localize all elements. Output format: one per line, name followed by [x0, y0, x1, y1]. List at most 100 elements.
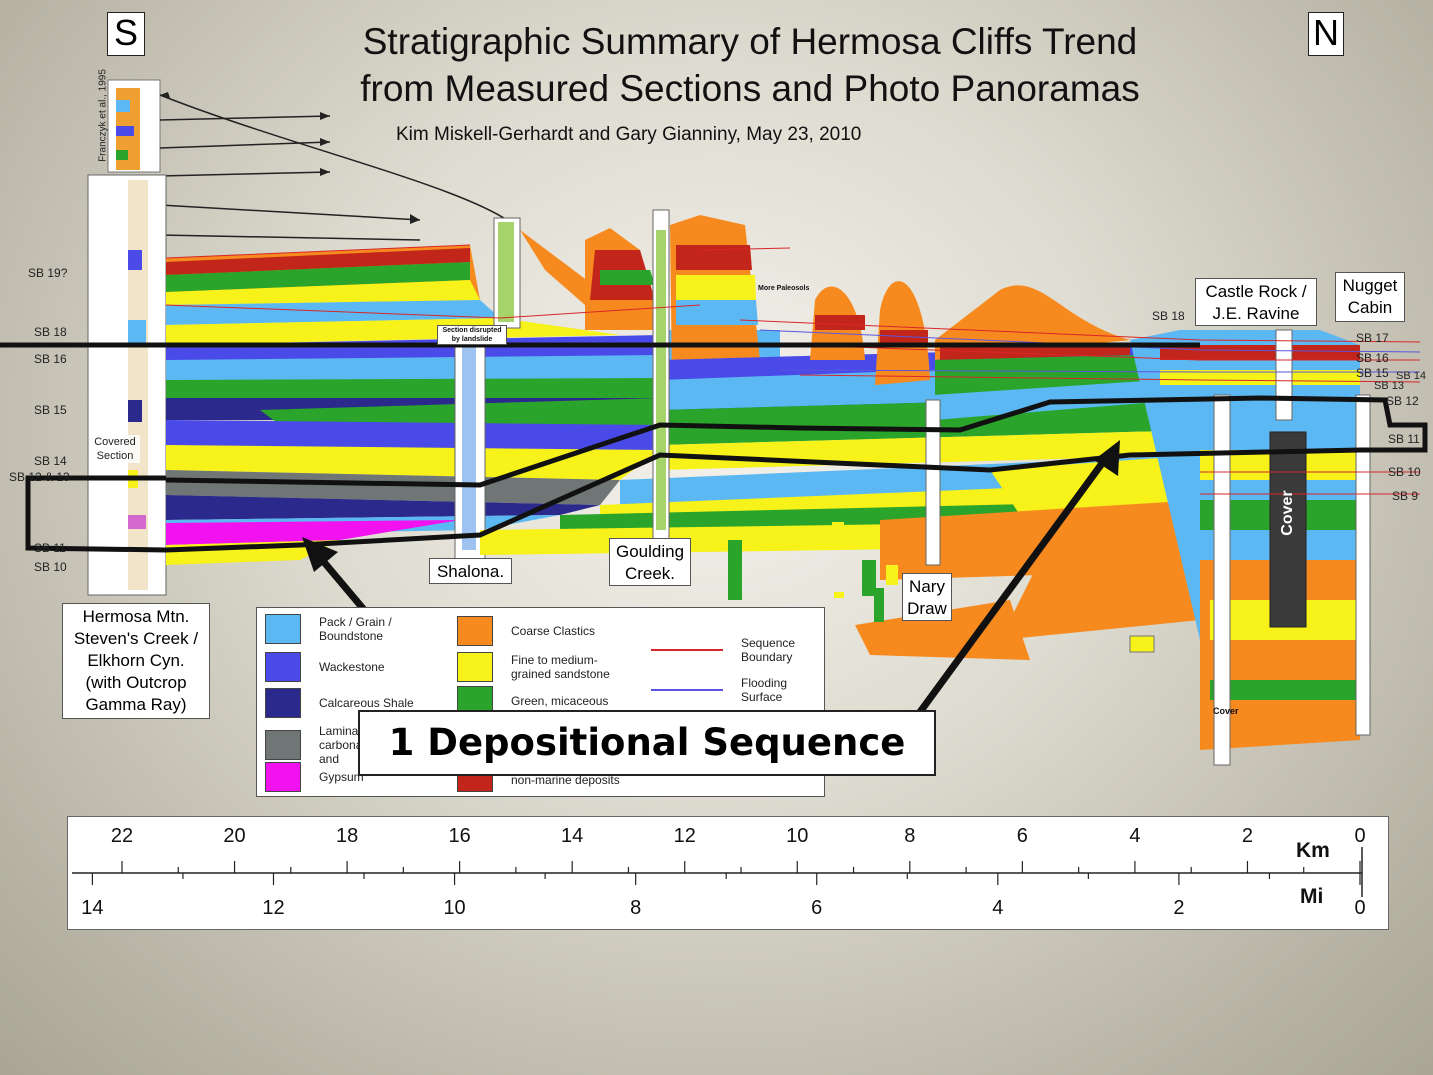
legend-swatch: [265, 688, 301, 718]
section-label-line: Nary: [909, 577, 945, 596]
sb-label-right: SB 12: [1386, 394, 1419, 408]
mi-tick-label: 10: [443, 897, 466, 919]
sb-label-right: SB 16: [1356, 351, 1389, 365]
sb-label-left: SB 19?: [28, 266, 68, 280]
section-label-line: Draw: [907, 599, 947, 618]
sb-label-right: SB 10: [1388, 465, 1421, 479]
section-label-shalona: Shalona.: [429, 558, 512, 584]
section-label-line: J.E. Ravine: [1212, 304, 1300, 323]
km-tick-label: 16: [448, 825, 471, 847]
mi-tick-label: 14: [81, 897, 104, 919]
legend-label: Gypsum: [319, 770, 364, 784]
legend-panel: Pack / Grain / Boundstone Wackestone Cal…: [256, 607, 825, 797]
section-label-line: Creek.: [624, 564, 676, 583]
title-line-2: from Measured Sections and Photo Panoram…: [360, 68, 1140, 109]
section-label-nary: Nary Draw: [902, 573, 952, 621]
mi-tick-label: 2: [1173, 897, 1185, 919]
sequence-boundary-line: [651, 649, 723, 651]
section-label-hermosa: Hermosa Mtn. Steven's Creek / Elkhorn Cy…: [62, 603, 210, 719]
km-tick-label: 12: [673, 825, 696, 847]
south-direction-box: S: [107, 12, 145, 56]
flooding-surface-line: [651, 689, 723, 691]
sb-label-right: SB 18: [1152, 309, 1185, 323]
legend-label: Fine to medium-grained sandstone: [511, 653, 610, 681]
section-label-line: Elkhorn Cyn.: [87, 651, 185, 670]
km-tick-label: 4: [1129, 825, 1141, 847]
legend-swatch: [265, 652, 301, 682]
legend-label: Sequence Boundary: [741, 636, 796, 664]
section-label-nugget: Nugget Cabin: [1335, 272, 1405, 322]
sb-label-right: SB 13: [1374, 380, 1404, 392]
km-tick-label: 18: [335, 825, 359, 847]
covered-section-label: Covered Section: [90, 435, 140, 463]
legend-swatch: [265, 762, 301, 792]
legend-item: Pack / Grain / Boundstone: [265, 614, 409, 644]
section-label-line: (with Outcrop: [85, 673, 187, 692]
section-label-line: Gamma Ray): [85, 695, 187, 714]
km-tick-label: 2: [1241, 825, 1254, 847]
sb-label-left: SB 14: [34, 454, 67, 468]
sb-label-left: SB 11: [34, 541, 66, 555]
km-tick-label: 8: [904, 825, 916, 847]
scale-bar: Km Mi 22 20 18 16 14 12 10 8 6 4 2 0 14 12 10 8 6 4 2 0: [67, 816, 1389, 930]
section-label-line: Goulding: [615, 542, 685, 561]
legend-item: Calcareous Shale: [265, 688, 414, 718]
section-label-line: Cabin: [1347, 298, 1393, 317]
km-tick-label: 20: [223, 825, 246, 847]
franczyk-caption: Franczyk et al., 1995: [97, 69, 109, 162]
cover-label: Cover: [1279, 490, 1296, 536]
legend-swatch: [457, 616, 493, 646]
small-cover-label: Cover: [1213, 706, 1239, 716]
more-paleosols-label: More Paleosols: [758, 285, 810, 292]
legend-label: Pack / Grain / Boundstone: [319, 615, 392, 643]
km-tick-label: 14: [561, 825, 584, 847]
legend-label: Flooding Surface: [741, 676, 788, 704]
sb-label-right: SB 15: [1356, 366, 1389, 380]
authors-credit: Kim Miskell-Gerhardt and Gary Gianniny, …: [396, 124, 862, 145]
mi-tick-label: 12: [262, 897, 285, 919]
sb-label-left: SB 18: [34, 325, 67, 339]
sb-label-right: SB 17: [1356, 331, 1389, 345]
mi-unit-label: Mi: [1300, 885, 1324, 908]
section-label-line: Castle Rock /: [1205, 282, 1307, 301]
km-unit-label: Km: [1296, 839, 1330, 862]
mi-tick-label: 6: [811, 897, 823, 919]
sb-label-left: SB 12 & 13: [9, 470, 70, 484]
section-label-line: Steven's Creek /: [73, 629, 199, 648]
section-disrupted-label: Section disrupted by landslide: [437, 325, 507, 345]
north-direction-box: N: [1308, 12, 1344, 56]
section-label-line: Hermosa Mtn.: [82, 607, 190, 626]
sb-label-right: SB 14: [1396, 370, 1426, 382]
mi-tick-label: 0: [1354, 897, 1366, 919]
legend-label: Wackestone: [319, 660, 385, 674]
km-tick-label: 6: [1016, 825, 1028, 847]
section-label-goulding: Goulding Creek.: [609, 538, 691, 586]
legend-label: non-marine deposits: [511, 773, 620, 787]
mi-tick-label: 8: [630, 897, 642, 919]
sb-label-left: SB 16: [34, 352, 67, 366]
legend-item: Gypsum: [265, 762, 364, 792]
legend-swatch: [457, 652, 493, 682]
legend-item: Coarse Clastics: [457, 616, 595, 646]
title-line-1: Stratigraphic Summary of Hermosa Cliffs …: [362, 21, 1138, 62]
legend-swatch: [265, 614, 301, 644]
legend-label: Coarse Clastics: [511, 624, 596, 638]
sb-label-left: SB 10: [34, 560, 67, 574]
legend-item: Fine to medium-grained sandstone: [457, 652, 621, 682]
km-tick-label: 0: [1354, 825, 1366, 847]
sb-label-right: SB 9: [1392, 489, 1419, 503]
sb-label-right: SB 11: [1388, 432, 1420, 446]
legend-swatch: [265, 730, 301, 760]
legend-label: Calcareous Shale: [319, 696, 414, 710]
legend-label: Green, micaceous: [511, 694, 609, 708]
mi-tick-label: 4: [992, 897, 1004, 919]
legend-item: Wackestone: [265, 652, 385, 682]
scale-axis: [72, 847, 1363, 897]
km-tick-label: 22: [110, 825, 134, 847]
section-label-line: Nugget: [1342, 276, 1398, 295]
depositional-sequence-callout: 1 Depositional Sequence: [358, 710, 936, 776]
km-tick-label: 10: [786, 825, 809, 847]
sb-label-left: SB 15: [34, 403, 67, 417]
section-label-castle: Castle Rock / J.E. Ravine: [1195, 278, 1317, 326]
